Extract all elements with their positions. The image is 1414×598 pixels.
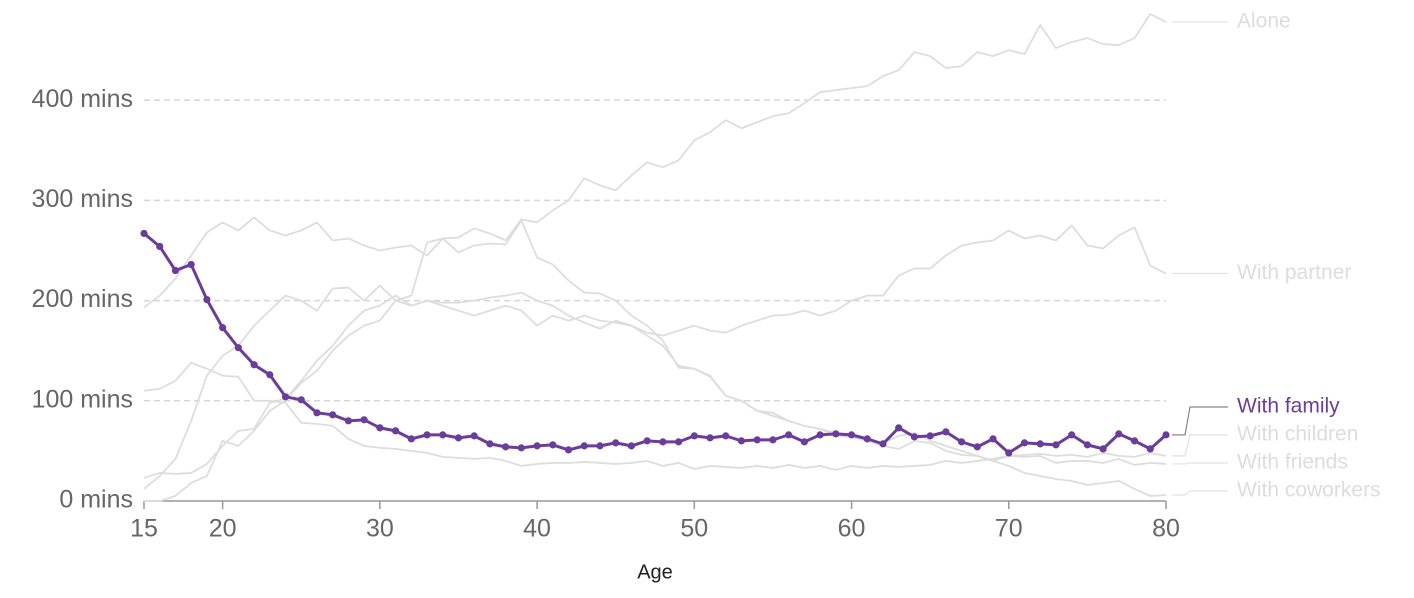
point <box>1005 449 1013 457</box>
point <box>203 295 211 304</box>
point <box>313 409 321 417</box>
point <box>391 427 400 435</box>
point <box>1162 431 1170 439</box>
point <box>281 393 290 401</box>
point <box>1036 440 1044 448</box>
point <box>297 396 305 404</box>
point <box>737 437 746 445</box>
label-connector <box>1172 406 1228 436</box>
y-tick-label: 100 mins <box>32 385 133 413</box>
point <box>171 266 180 275</box>
y-tick-label: 300 mins <box>32 185 133 213</box>
point <box>140 229 148 238</box>
point <box>627 442 636 450</box>
point <box>895 424 903 432</box>
point <box>690 432 698 440</box>
point <box>1020 439 1029 447</box>
point <box>1130 437 1139 445</box>
point <box>785 431 793 439</box>
legend-label: With coworkers <box>1237 479 1381 502</box>
x-tick-label: 40 <box>523 515 551 543</box>
point <box>879 440 887 448</box>
legend-label: With family <box>1237 395 1340 418</box>
series-line <box>143 232 1167 455</box>
point <box>643 437 651 445</box>
point <box>800 438 808 446</box>
point <box>1052 441 1060 449</box>
label-connector <box>1172 490 1228 496</box>
point <box>612 439 620 447</box>
point <box>266 371 274 379</box>
x-tick-label: 70 <box>995 515 1023 543</box>
x-tick-label: 60 <box>838 515 866 543</box>
point <box>847 431 856 439</box>
point <box>564 446 573 454</box>
x-tick-label: 50 <box>680 515 708 543</box>
point <box>250 361 258 369</box>
series-line <box>143 216 1167 497</box>
point <box>596 442 604 450</box>
point <box>753 436 761 444</box>
y-tick-label: 400 mins <box>32 85 133 113</box>
point <box>376 424 384 432</box>
point <box>533 442 541 450</box>
point <box>502 443 510 451</box>
point <box>1083 441 1091 449</box>
legend-label: With friends <box>1237 451 1348 474</box>
x-axis-label: Age <box>637 561 673 583</box>
point <box>1146 445 1154 453</box>
point <box>769 436 777 444</box>
point <box>439 431 447 439</box>
point <box>659 438 667 446</box>
y-tick-label: 200 mins <box>32 285 133 313</box>
x-tick-label: 30 <box>366 515 394 543</box>
label-connector <box>1172 434 1228 457</box>
series-line <box>144 224 1167 502</box>
point <box>832 430 840 438</box>
point <box>517 444 525 452</box>
point <box>816 431 824 439</box>
x-tick-label: 80 <box>1152 515 1180 543</box>
x-tick-label: 15 <box>130 515 158 543</box>
point <box>863 435 871 443</box>
point <box>234 344 242 352</box>
point <box>973 443 981 451</box>
point <box>1115 430 1123 438</box>
point <box>580 442 588 450</box>
point <box>989 435 997 443</box>
point <box>486 440 494 448</box>
point <box>706 434 714 442</box>
point <box>329 411 337 419</box>
label-connector <box>1172 462 1228 465</box>
point <box>722 432 730 440</box>
legend-label: Alone <box>1237 10 1291 33</box>
point <box>360 416 368 424</box>
series-line <box>143 13 1167 490</box>
point <box>1068 431 1076 439</box>
point <box>1099 445 1107 453</box>
point <box>926 432 934 440</box>
point <box>344 417 352 425</box>
legend-label: With children <box>1237 423 1358 446</box>
point <box>454 434 463 442</box>
x-tick-label: 20 <box>209 515 237 543</box>
point <box>674 438 683 446</box>
y-tick-label: 0 mins <box>59 486 133 514</box>
point <box>219 324 227 332</box>
point <box>423 431 431 439</box>
point <box>407 435 415 443</box>
point <box>156 242 164 251</box>
series-line <box>143 294 1167 479</box>
point <box>942 428 950 436</box>
point <box>910 433 919 441</box>
point <box>187 260 195 269</box>
point <box>470 432 478 440</box>
legend-label: With partner <box>1237 261 1351 284</box>
point <box>549 441 557 449</box>
series-line <box>143 361 1167 471</box>
point <box>958 438 966 446</box>
